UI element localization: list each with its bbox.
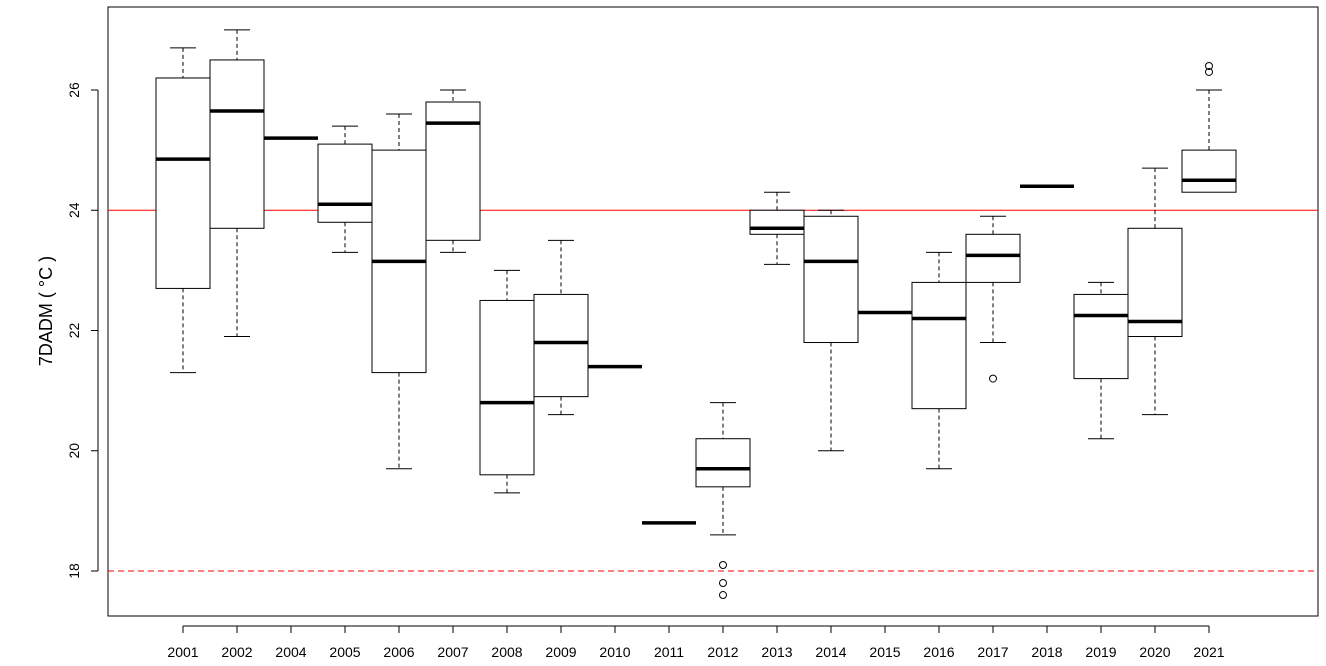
x-tick-label: 2005 [329, 644, 360, 660]
box-rect [749, 209, 805, 235]
box-2002 [209, 29, 265, 338]
box-rect [317, 143, 373, 223]
box-rect [965, 233, 1021, 283]
outlier-point [989, 374, 997, 383]
x-tick-label: 2016 [923, 644, 954, 660]
box-2019 [1073, 281, 1129, 440]
plot-frame [107, 6, 1319, 617]
x-tick-label: 2004 [275, 644, 306, 660]
y-tick-label: 26 [66, 82, 82, 98]
box-2008 [479, 269, 535, 494]
box-2009 [533, 239, 589, 416]
x-tick-label: 2013 [761, 644, 792, 660]
x-tick-label: 2019 [1085, 644, 1116, 660]
y-tick-label: 18 [66, 563, 82, 579]
y-axis: 18 20 22 24 26 [66, 82, 99, 579]
x-tick-label: 2015 [869, 644, 900, 660]
x-tick-label: 2010 [599, 644, 630, 660]
box-rect [1127, 227, 1183, 338]
box-2021 [1181, 61, 1237, 193]
outlier-point [719, 560, 727, 569]
box-2020 [1127, 167, 1183, 416]
box-2016 [911, 251, 967, 470]
box-rect [803, 215, 859, 344]
outlier-point [719, 591, 727, 600]
x-tick-label: 2002 [221, 644, 252, 660]
box-rect [209, 59, 265, 229]
box-2014 [803, 209, 859, 452]
reference-lines [108, 209, 1318, 572]
x-tick-label: 2008 [491, 644, 522, 660]
box-rect [1181, 149, 1237, 193]
box-2012 [695, 402, 751, 600]
x-tick-label: 2007 [437, 644, 468, 660]
box-rect [911, 281, 967, 410]
box-2006 [371, 113, 427, 470]
box-rect [479, 299, 535, 476]
boxes [155, 29, 1237, 600]
x-tick-label: 2018 [1031, 644, 1062, 660]
outlier-point [1205, 61, 1213, 70]
box-2013 [749, 191, 805, 265]
box-rect [695, 438, 751, 488]
y-axis-label: 7DADM ( °C ) [36, 256, 56, 366]
x-tick-label: 2014 [815, 644, 846, 660]
y-tick-label: 24 [66, 202, 82, 218]
box-rect [533, 293, 589, 398]
box-2007 [425, 89, 481, 253]
outlier-point [1205, 67, 1213, 76]
outlier-point [719, 579, 727, 588]
box-rect [155, 77, 211, 289]
x-tick-label: 2012 [707, 644, 738, 660]
x-tick-label: 2006 [383, 644, 414, 660]
x-tick-label: 2020 [1139, 644, 1170, 660]
box-2001 [155, 47, 211, 374]
x-tick-label: 2017 [977, 644, 1008, 660]
box-2005 [317, 125, 373, 253]
box-rect [1073, 293, 1129, 380]
x-tick-label: 2009 [545, 644, 576, 660]
box-2017 [965, 215, 1021, 383]
x-tick-label: 2021 [1193, 644, 1224, 660]
box-rect [425, 101, 481, 241]
x-tick-label: 2001 [167, 644, 198, 660]
x-axis: 2001 2002 2004 2005 2006 2007 2008 2009 2010 2011… [167, 625, 1225, 660]
y-tick-label: 22 [66, 323, 82, 339]
y-tick-label: 20 [66, 443, 82, 459]
x-tick-label: 2011 [654, 644, 684, 660]
